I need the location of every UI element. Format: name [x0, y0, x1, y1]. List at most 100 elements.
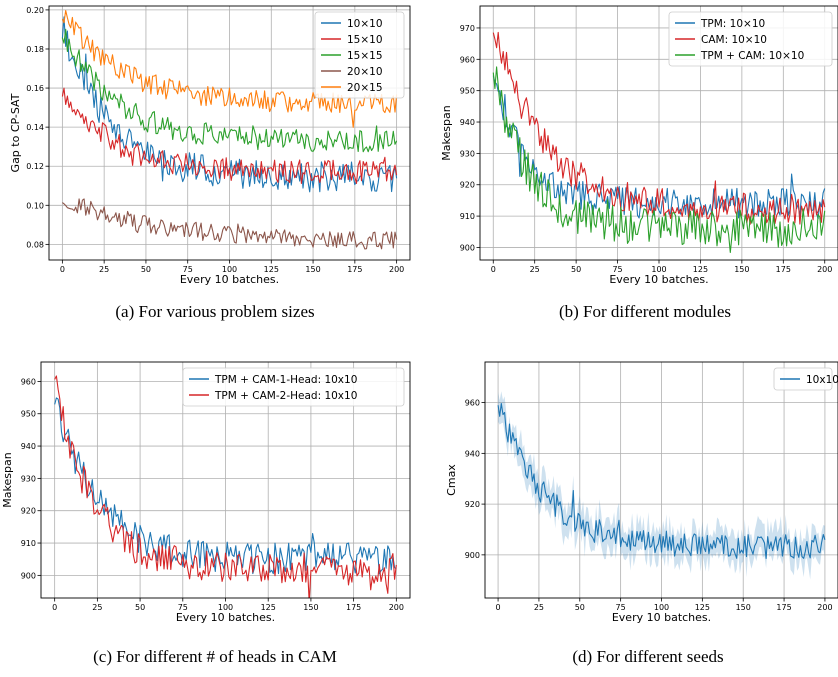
y-tick-label-5: 950 — [21, 410, 36, 419]
series-line-0 — [492, 75, 826, 220]
legend: TPM + CAM-1-Head: 10x10 TPM + CAM-2-Head:… — [182, 367, 405, 407]
x-axis-label: Every 10 batches. — [612, 611, 711, 624]
x-tick-label-6: 150 — [303, 603, 318, 612]
legend-label-0: TPM: 10×10 — [700, 18, 765, 30]
y-tick-label-2: 0.12 — [26, 162, 44, 171]
y-tick-label-0: 900 — [21, 571, 36, 580]
series-group — [54, 375, 397, 598]
series-line-0 — [61, 16, 398, 193]
x-tick-label-4: 100 — [654, 603, 669, 612]
legend-label-1: 15×10 — [347, 34, 383, 46]
x-tick-label-8: 200 — [389, 265, 404, 274]
x-tick-label-8: 200 — [817, 265, 832, 274]
series-line-0 — [497, 402, 826, 560]
x-tick-label-1: 25 — [534, 603, 544, 612]
series-group — [497, 391, 826, 580]
x-tick-label-4: 100 — [218, 603, 233, 612]
x-axis-label: Every 10 batches. — [176, 611, 275, 624]
y-tick-label-0: 900 — [460, 243, 475, 252]
y-tick-label-1: 910 — [21, 539, 36, 548]
legend-label-2: TPM + CAM: 10×10 — [700, 50, 804, 62]
x-tick-label-7: 175 — [347, 265, 362, 274]
y-axis-label: Cmax — [445, 464, 458, 496]
x-tick-label-2: 50 — [135, 603, 145, 612]
caption-c: (c) For different # of heads in CAM — [93, 647, 337, 666]
series-line-1 — [61, 87, 398, 184]
series-line-1 — [54, 375, 397, 598]
x-tick-label-6: 150 — [736, 603, 751, 612]
y-tick-label-6: 960 — [21, 377, 36, 386]
legend-label-1: TPM + CAM-2-Head: 10x10 — [214, 390, 357, 402]
caption-d: (d) For different seeds — [572, 647, 723, 666]
legend-label-2: 15×15 — [347, 50, 383, 62]
x-tick-label-5: 125 — [693, 265, 708, 274]
x-tick-label-0: 0 — [60, 265, 65, 274]
y-tick-label-6: 0.20 — [26, 6, 44, 15]
x-tick-label-1: 25 — [92, 603, 102, 612]
series-line-1 — [492, 31, 826, 225]
x-tick-label-6: 150 — [734, 265, 749, 274]
x-tick-label-3: 75 — [183, 265, 193, 274]
x-tick-label-0: 0 — [52, 603, 57, 612]
x-tick-label-7: 175 — [776, 603, 791, 612]
y-tick-label-3: 960 — [465, 399, 480, 408]
x-axis-label: Every 10 batches. — [180, 273, 279, 286]
y-tick-label-1: 910 — [460, 212, 475, 221]
legend: 10x10 — [773, 367, 838, 391]
y-tick-label-3: 0.14 — [26, 123, 44, 132]
legend-label-1: CAM: 10×10 — [701, 34, 767, 46]
x-tick-label-7: 175 — [776, 265, 791, 274]
x-tick-label-5: 125 — [261, 603, 276, 612]
legend-label-0: TPM + CAM-1-Head: 10x10 — [214, 374, 357, 386]
y-tick-label-7: 970 — [460, 24, 475, 33]
x-tick-label-5: 125 — [695, 603, 710, 612]
y-axis-label: Makespan — [440, 105, 453, 160]
y-tick-label-0: 900 — [465, 551, 480, 560]
x-tick-label-7: 175 — [346, 603, 361, 612]
x-tick-label-5: 125 — [264, 265, 279, 274]
y-tick-label-4: 0.16 — [26, 84, 44, 93]
legend-box — [182, 367, 405, 407]
y-tick-label-2: 940 — [465, 449, 480, 458]
x-tick-label-2: 50 — [571, 265, 581, 274]
y-tick-label-0: 0.08 — [26, 240, 44, 249]
chart-panel-1: 0 25 50 75 100 125 150 175 200 900 910 920 930 940 950… — [440, 5, 838, 286]
chart-panel-2: 0 25 50 75 100 125 150 175 200 900 910 920 930 940 950… — [1, 361, 411, 624]
y-tick-label-1: 920 — [465, 500, 480, 509]
x-tick-label-0: 0 — [491, 265, 496, 274]
x-tick-label-6: 150 — [305, 265, 320, 274]
legend-label-3: 20×10 — [347, 66, 383, 78]
legend-label-4: 20×15 — [347, 82, 383, 94]
y-tick-label-5: 950 — [460, 87, 475, 96]
x-tick-label-3: 75 — [612, 265, 622, 274]
y-tick-label-2: 920 — [460, 181, 475, 190]
series-line-2 — [492, 66, 826, 254]
y-axis-label: Makespan — [1, 452, 14, 507]
chart-panel-3: 0 25 50 75 100 125 150 175 200 900 920 940 960 Every … — [445, 361, 838, 624]
y-tick-label-2: 920 — [21, 507, 36, 516]
x-tick-label-8: 200 — [389, 603, 404, 612]
x-tick-label-8: 200 — [817, 603, 832, 612]
y-tick-label-4: 940 — [460, 118, 475, 127]
x-tick-label-0: 0 — [496, 603, 501, 612]
y-tick-label-5: 0.18 — [26, 45, 44, 54]
legend-label-0: 10x10 — [806, 374, 838, 386]
y-axis-label: Gap to CP-SAT — [9, 93, 22, 172]
series-line-0 — [54, 397, 397, 575]
series-line-3 — [62, 198, 398, 250]
legend-box — [314, 11, 405, 99]
caption-a: (a) For various problem sizes — [115, 302, 314, 321]
x-tick-label-1: 25 — [99, 265, 109, 274]
legend: TPM: 10×10 CAM: 10×10 TPM + CAM: 10×10 — [668, 11, 833, 67]
x-tick-label-2: 50 — [575, 603, 585, 612]
x-tick-label-4: 100 — [222, 265, 237, 274]
y-tick-label-6: 960 — [460, 55, 475, 64]
y-tick-label-3: 930 — [21, 474, 36, 483]
legend-label-0: 10×10 — [347, 18, 383, 30]
x-tick-label-1: 25 — [530, 265, 540, 274]
y-tick-label-4: 940 — [21, 442, 36, 451]
series-group — [492, 31, 826, 254]
series-band-0 — [498, 391, 825, 580]
x-axis-label: Every 10 batches. — [609, 273, 708, 286]
